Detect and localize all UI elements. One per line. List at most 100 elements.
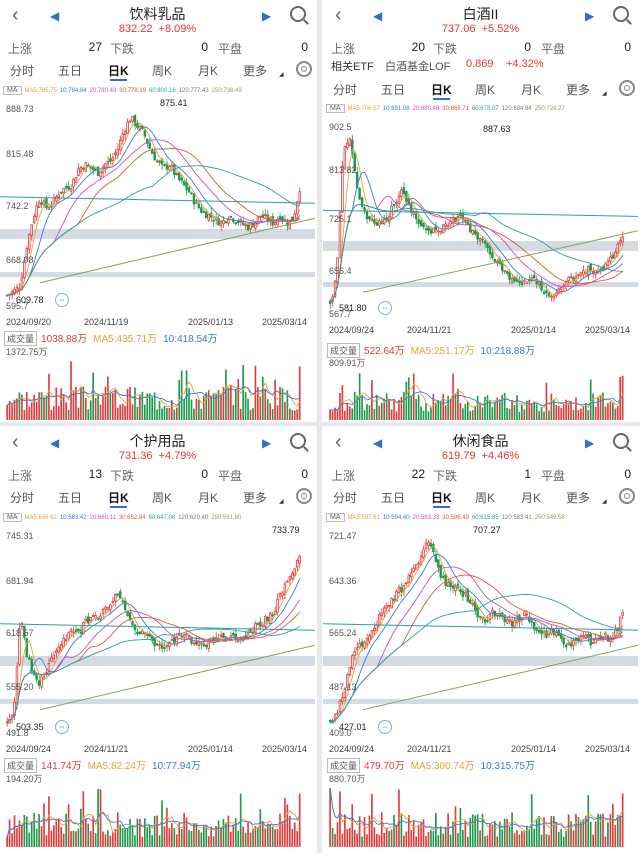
tab-5[interactable]: 更多	[566, 83, 591, 97]
date-axis: 2024/09/24 2024/11/21 2025/01/14 2025/03/14	[323, 325, 638, 337]
date-tick: 2025/01/14	[511, 325, 557, 335]
related-etf-row[interactable]: 相关ETF 白酒基金LOF 0.869 +4.32%	[323, 56, 638, 73]
candlestick-chart[interactable]: 721.47 643.36 565.24 487.13 409.0 707.27 427.0…	[323, 525, 638, 742]
volume-bar	[156, 815, 158, 847]
volume-bar	[151, 397, 153, 420]
ma120-line	[323, 209, 638, 217]
chevron-left-icon[interactable]: ‹	[12, 431, 19, 453]
up-count: 20	[411, 40, 425, 54]
tab-5[interactable]: 更多	[243, 64, 268, 78]
volume-toggle-button[interactable]: 成交量	[327, 343, 361, 358]
candle-body	[481, 616, 484, 619]
candlestick-chart[interactable]: 745.31 681.94 618.57 555.20 491.8 733.79 503.3…	[0, 525, 315, 742]
chevron-left-icon[interactable]: ‹	[335, 4, 342, 26]
ma-toggle-button[interactable]: MA	[3, 513, 22, 522]
date-tick: 2025/03/14	[585, 744, 631, 754]
triangle-left-icon[interactable]: ◀	[50, 9, 60, 23]
tab-3[interactable]: 周K	[152, 64, 173, 78]
volume-toggle-button[interactable]: 成交量	[4, 331, 38, 346]
volume-chart[interactable]: 809.91万	[323, 356, 638, 420]
ma-toggle-button[interactable]: MA	[3, 86, 22, 95]
candle-body	[214, 637, 218, 640]
volume-bar	[589, 379, 592, 420]
candle-body	[87, 164, 90, 167]
tab-0[interactable]: 分时	[10, 64, 35, 78]
candlestick-svg[interactable]	[0, 100, 315, 315]
triangle-right-icon[interactable]: ▶	[585, 436, 595, 450]
volume-bar	[609, 814, 612, 847]
tab-0[interactable]: 分时	[10, 491, 35, 505]
tab-2[interactable]: 日K	[431, 491, 452, 508]
gear-icon[interactable]	[619, 80, 635, 96]
triangle-left-icon[interactable]: ◀	[373, 9, 383, 23]
candlestick-svg[interactable]	[323, 527, 638, 742]
volume-bar	[331, 827, 334, 847]
triangle-right-icon[interactable]: ▶	[262, 9, 272, 23]
volume-svg[interactable]	[323, 356, 638, 420]
volume-toggle-button[interactable]: 成交量	[4, 758, 38, 773]
volume-bar	[21, 825, 23, 847]
tab-5[interactable]: 更多	[243, 491, 268, 505]
zoom-icon[interactable]: ⇔	[378, 720, 392, 734]
gear-icon[interactable]	[296, 488, 312, 504]
gear-icon[interactable]	[296, 61, 312, 77]
volume-toggle-button[interactable]: 成交量	[327, 758, 361, 773]
tab-5[interactable]: 更多	[566, 491, 591, 505]
tab-1[interactable]: 五日	[58, 64, 83, 78]
tab-2[interactable]: 日K	[431, 83, 452, 100]
ma-toggle-button[interactable]: MA	[326, 513, 345, 522]
volume-bar	[560, 407, 563, 420]
tab-1[interactable]: 五日	[381, 83, 406, 97]
tab-0[interactable]: 分时	[333, 491, 358, 505]
search-icon[interactable]	[613, 433, 629, 449]
chevron-left-icon[interactable]: ‹	[335, 431, 342, 453]
volume-svg[interactable]	[0, 772, 315, 847]
candle-body	[104, 163, 107, 168]
triangle-right-icon[interactable]: ▶	[262, 436, 272, 450]
volume-svg[interactable]	[323, 772, 638, 847]
candlestick-svg[interactable]	[323, 118, 638, 323]
volume-ma5: MA5:251.17万	[410, 346, 475, 357]
zoom-icon[interactable]: ⇔	[55, 293, 69, 307]
tab-4[interactable]: 月K	[198, 491, 219, 505]
tab-3[interactable]: 周K	[152, 491, 173, 505]
gear-icon[interactable]	[619, 488, 635, 504]
volume-bar	[202, 824, 205, 847]
volume-bar	[57, 405, 60, 420]
tab-3[interactable]: 周K	[475, 491, 496, 505]
volume-svg[interactable]	[0, 345, 315, 420]
tab-4[interactable]: 月K	[521, 491, 542, 505]
volume-chart[interactable]: 1372.75万	[0, 345, 315, 420]
search-icon[interactable]	[290, 6, 306, 22]
candle-body	[148, 142, 151, 149]
candle-body	[234, 222, 237, 225]
volume-value: 522.64万	[364, 346, 405, 357]
tab-3[interactable]: 周K	[475, 83, 496, 97]
tab-1[interactable]: 五日	[381, 491, 406, 505]
search-icon[interactable]	[613, 6, 629, 22]
tab-4[interactable]: 月K	[521, 83, 542, 97]
volume-bar	[447, 813, 449, 847]
triangle-left-icon[interactable]: ◀	[373, 436, 383, 450]
search-icon[interactable]	[290, 433, 306, 449]
zoom-icon[interactable]: ⇔	[378, 301, 392, 315]
chevron-left-icon[interactable]: ‹	[12, 4, 19, 26]
tab-4[interactable]: 月K	[198, 64, 219, 78]
tab-2[interactable]: 日K	[108, 491, 129, 508]
volume-chart[interactable]: 194.20万	[0, 772, 315, 847]
volume-bar	[442, 394, 445, 420]
zoom-icon[interactable]: ⇔	[55, 720, 69, 734]
candlestick-svg[interactable]	[0, 527, 315, 742]
ma-toggle-button[interactable]: MA	[326, 104, 345, 113]
tab-0[interactable]: 分时	[333, 83, 358, 97]
tab-1[interactable]: 五日	[58, 491, 83, 505]
volume-bar	[239, 408, 242, 420]
candlestick-chart[interactable]: 902.5 813.82 725.1 656.4 567.7 887.63 581.80 ⇔	[323, 118, 638, 323]
candlestick-chart[interactable]: 888.73 815.48 742.2 668.98 595.7 875.41 609.78…	[0, 98, 315, 315]
triangle-left-icon[interactable]: ◀	[50, 436, 60, 450]
tab-2[interactable]: 日K	[108, 64, 129, 81]
volume-bar	[247, 398, 249, 420]
volume-bar	[439, 826, 442, 847]
volume-chart[interactable]: 880.70万	[323, 772, 638, 847]
triangle-right-icon[interactable]: ▶	[585, 9, 595, 23]
